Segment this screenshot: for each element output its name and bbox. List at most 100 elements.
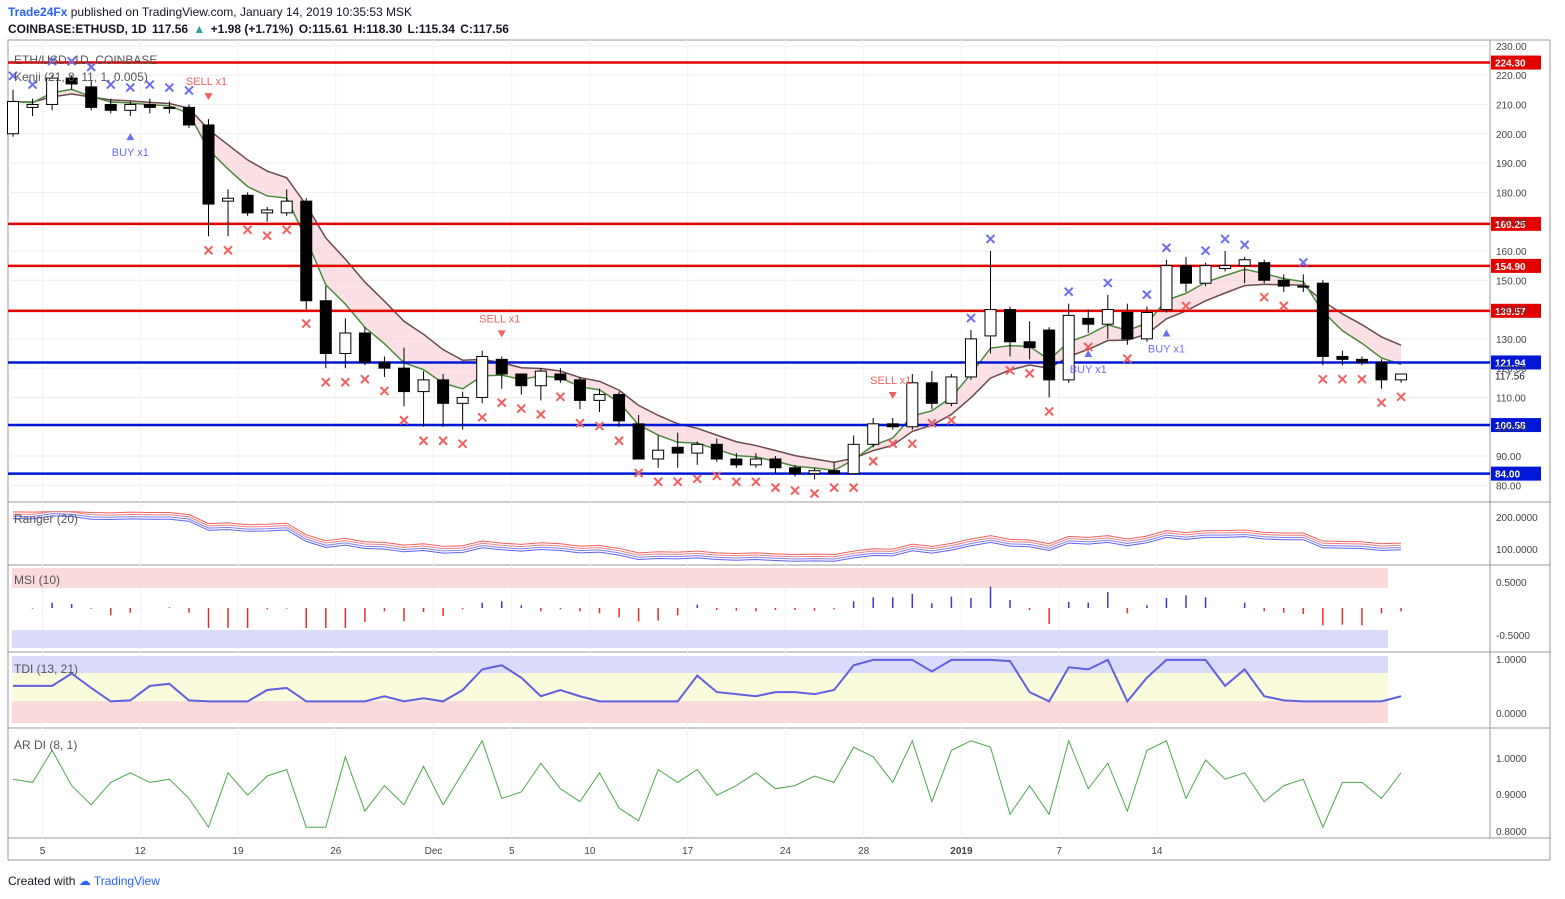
published-text: published on TradingView.com, January 14… (70, 5, 413, 19)
x-marker (888, 438, 898, 449)
x-marker-stroke (516, 403, 527, 414)
x-marker-stroke (321, 377, 331, 387)
candle-body (1082, 317, 1095, 325)
candle-body (534, 370, 547, 387)
x-marker-stroke (1200, 245, 1211, 256)
x-marker-stroke (477, 412, 487, 423)
symbol-label: COINBASE:ETHUSD, 1D (8, 22, 147, 36)
x-marker (555, 392, 566, 402)
publisher-name[interactable]: Trade24Fx (8, 5, 68, 19)
candle-body (280, 200, 293, 214)
x-marker (340, 377, 351, 387)
x-marker (1005, 365, 1015, 376)
x-marker (672, 477, 683, 487)
x-marker-stroke (672, 477, 683, 487)
x-marker-stroke (1298, 257, 1309, 268)
x-marker-stroke (164, 82, 175, 93)
x-marker-stroke (1161, 243, 1172, 253)
footer: Created with ☁ TradingView (8, 874, 160, 888)
x-marker (614, 436, 624, 446)
x-marker (790, 485, 800, 496)
candle-body (652, 449, 665, 460)
kenji-slow-line (12, 93, 1402, 464)
x-marker (712, 471, 722, 481)
x-marker-stroke (868, 456, 878, 466)
y-tick-label: 120.00 (1496, 364, 1527, 375)
x-marker-stroke (692, 474, 702, 484)
x-marker-stroke (262, 230, 272, 241)
kenji-indicator-title: Kenji (21, 8, 11, 1, 0.005) (14, 70, 148, 84)
level-badge-100.58 (1491, 418, 1541, 433)
x-marker-stroke (1063, 286, 1074, 297)
main-pane-title: ETH/USD, 1D, COINBASE (14, 53, 157, 67)
x-tick-label: 10 (584, 846, 596, 857)
x-marker (86, 62, 96, 72)
candle-body (437, 379, 450, 404)
candle-body (769, 458, 782, 469)
last-price-label: 117.56 (1495, 371, 1525, 382)
candle-body (710, 443, 723, 460)
candle-body (573, 379, 586, 401)
x-marker (457, 438, 468, 449)
sell-signal-label: SELL x1 (479, 313, 520, 325)
candle-body (456, 396, 469, 404)
x-marker-stroke (281, 225, 292, 235)
ranger-line (12, 513, 1402, 560)
x-marker (1142, 289, 1152, 300)
level-label-154.90: 154.90 (1495, 262, 1526, 273)
x-marker-stroke (47, 56, 57, 66)
candle-body (261, 209, 274, 214)
tdi-line (13, 658, 1402, 704)
subpane-y-tick: 0.9000 (1496, 790, 1527, 801)
x-marker-stroke (985, 234, 996, 244)
x-tick-label: 24 (780, 846, 792, 857)
sell-arrow-icon (888, 391, 897, 399)
x-marker-stroke (555, 392, 566, 402)
pane-frame (7, 39, 1551, 503)
ranger-line (12, 515, 1402, 562)
candle-body (1180, 265, 1192, 284)
level-label-100.58: 100.58 (1495, 421, 1526, 432)
pane-frame (7, 501, 1551, 566)
candle-body (515, 373, 528, 387)
x-tick-label: 5 (509, 846, 515, 857)
candle-body (300, 200, 313, 302)
candle-body (691, 443, 704, 454)
x-marker-stroke (594, 421, 605, 431)
x-marker (8, 71, 18, 81)
x-marker-stroke (633, 468, 644, 478)
x-marker (164, 82, 175, 93)
y-tick-label: 110.00 (1496, 393, 1526, 404)
candle-body (495, 358, 508, 375)
x-marker-stroke (966, 313, 976, 323)
candle-body (808, 470, 821, 475)
candle-body (1355, 358, 1368, 363)
x-tick-label: 7 (1056, 846, 1062, 857)
x-marker (633, 468, 644, 478)
x-marker (399, 415, 409, 425)
x-marker (1181, 301, 1191, 311)
x-marker-stroke (418, 436, 429, 446)
x-marker (1298, 257, 1309, 268)
tradingview-link[interactable]: TradingView (93, 874, 160, 888)
publish-line: Trade24Fx published on TradingView.com, … (8, 5, 412, 19)
candle-body (202, 124, 215, 205)
x-marker-stroke (145, 79, 155, 90)
candle-body (964, 338, 977, 378)
x-marker-stroke (438, 436, 448, 446)
pane-frame (7, 727, 1551, 839)
x-marker-stroke (497, 397, 507, 408)
x-marker (379, 386, 390, 396)
x-marker-stroke (829, 482, 839, 493)
x-marker (868, 456, 878, 466)
candle-body (554, 373, 567, 381)
x-marker (360, 374, 370, 384)
subpane-y-tick: 1.0000 (1496, 655, 1527, 666)
sell-arrow-icon (497, 330, 506, 338)
level-badge-121.94 (1491, 355, 1541, 370)
x-marker-stroke (184, 85, 194, 96)
y-tick-label: 200.00 (1496, 130, 1527, 141)
x-marker-stroke (106, 79, 116, 90)
sell-signal-label: SELL x1 (870, 375, 911, 387)
